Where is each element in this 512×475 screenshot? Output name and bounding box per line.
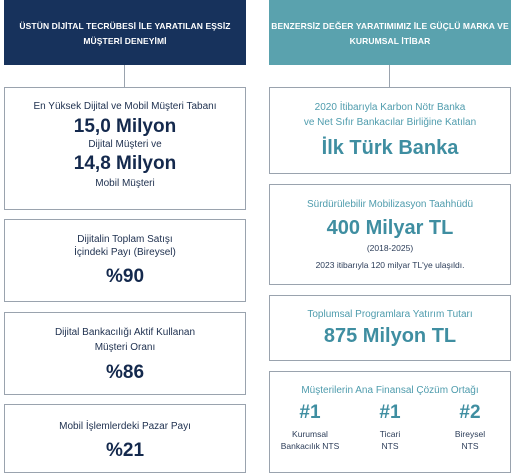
rank-commercial: #1 Ticari NTS (350, 402, 430, 452)
left-header-line-2: EŞSİZ MÜŞTERİ DENEYİMİ (83, 20, 231, 46)
rank-corporate-label-2: Bankacılık NTS (280, 441, 340, 451)
mobilization-value: 400 Milyar TL (326, 217, 454, 239)
financial-partner-card: Müşterilerin Ana Finansal Çözüm Ortağı #… (269, 371, 511, 473)
digital-customer-value: 15,0 Milyon (73, 116, 177, 137)
mobilization-period: (2018-2025) (366, 243, 414, 253)
digital-sales-share-card: Dijitalin Toplam Satışı İçindeki Payı (B… (4, 219, 246, 302)
rank-commercial-label-1: Ticari (379, 429, 401, 439)
rank-corporate-label-1: Kurumsal (292, 429, 328, 439)
carbon-neutral-label-1: 2020 İtibarıyla Karbon Nötr Banka (314, 102, 466, 113)
right-connector (389, 65, 390, 87)
digital-customer-label-2: Dijital Müşteri ve (88, 139, 162, 150)
rank-retail: #2 Bireysel NTS (430, 402, 510, 452)
carbon-neutral-value: İlk Türk Banka (321, 137, 459, 159)
active-user-label-2: Müşteri Oranı (94, 342, 156, 353)
rank-row: #1 Kurumsal Bankacılık NTS #1 Ticari NTS… (270, 402, 510, 452)
mobile-customer-value: 14,8 Milyon (73, 153, 177, 174)
financial-partner-label: Müşterilerin Ana Finansal Çözüm Ortağı (301, 385, 479, 396)
carbon-neutral-label-2: ve Net Sıfır Bankacılar Birliğine Katıla… (303, 117, 477, 128)
digital-customer-label: En Yüksek Dijital ve Mobil Müşteri Taban… (33, 101, 217, 112)
digital-customer-card: En Yüksek Dijital ve Mobil Müşteri Taban… (4, 87, 246, 210)
active-user-ratio-card: Dijital Bankacılığı Aktif Kullanan Müşte… (4, 312, 246, 395)
carbon-neutral-card: 2020 İtibarıyla Karbon Nötr Banka ve Net… (269, 87, 511, 174)
mobile-customer-label: Mobil Müşteri (95, 178, 155, 189)
digital-sales-label-1: Dijitalin Toplam Satışı (77, 234, 173, 245)
digital-sales-value: %90 (105, 266, 145, 287)
right-header: BENZERSİZ DEĞER YARATIMIMIZ İLE GÜÇLÜ MA… (269, 0, 511, 65)
mobile-market-share-card: Mobil İşlemlerdeki Pazar Payı %21 (4, 404, 246, 473)
social-investment-value: 875 Milyon TL (323, 325, 457, 347)
left-header: ÜSTÜN DİJİTAL TECRÜBESİ İLE YARATILAN EŞ… (4, 0, 246, 65)
right-header-line-2: GÜÇLÜ MARKA VE KURUMSAL İTİBAR (349, 20, 509, 46)
rank-commercial-number: #1 (379, 402, 401, 423)
rank-retail-label-1: Bireysel (454, 429, 486, 439)
rank-retail-label-2: NTS (461, 441, 479, 451)
rank-commercial-label-2: NTS (381, 441, 399, 451)
mobile-market-value: %21 (105, 440, 145, 461)
sustainable-mobilization-card: Sürdürülebilir Mobilizasyon Taahhüdü 400… (269, 184, 511, 285)
digital-sales-label-2: İçindeki Payı (Bireysel) (74, 247, 176, 258)
rank-corporate: #1 Kurumsal Bankacılık NTS (270, 402, 350, 452)
mobile-market-label: Mobil İşlemlerdeki Pazar Payı (59, 421, 191, 432)
left-header-line-1: ÜSTÜN DİJİTAL TECRÜBESİ İLE YARATILAN (19, 20, 204, 31)
active-user-label-1: Dijital Bankacılığı Aktif Kullanan (54, 327, 196, 338)
social-investment-card: Toplumsal Programlara Yatırım Tutarı 875… (269, 295, 511, 361)
rank-retail-number: #2 (459, 402, 481, 423)
active-user-value: %86 (105, 362, 145, 383)
rank-corporate-number: #1 (299, 402, 321, 423)
left-connector (124, 65, 125, 87)
right-header-line-1: BENZERSİZ DEĞER YARATIMIMIZ İLE (271, 20, 428, 31)
mobilization-note: 2023 itibarıyla 120 milyar TL'ye ulaşıld… (315, 260, 465, 270)
mobilization-label: Sürdürülebilir Mobilizasyon Taahhüdü (306, 199, 474, 210)
social-investment-label: Toplumsal Programlara Yatırım Tutarı (307, 309, 473, 320)
